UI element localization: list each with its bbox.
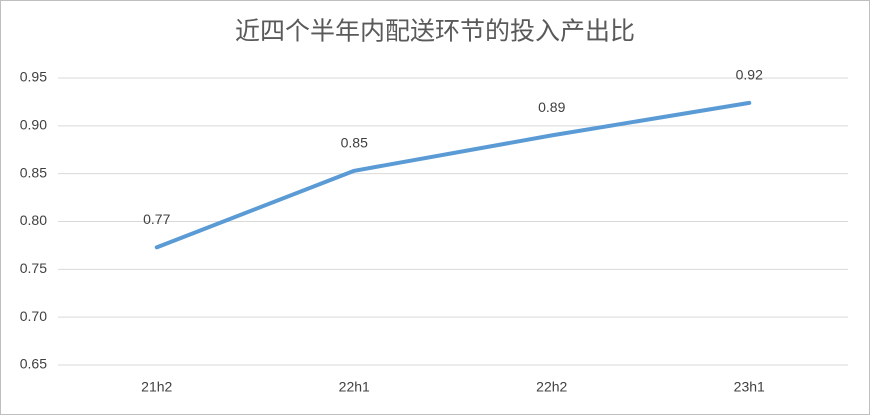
data-label: 0.77 — [143, 211, 170, 227]
chart-title: 近四个半年内配送环节的投入产出比 — [235, 18, 635, 46]
data-label: 0.85 — [341, 134, 368, 150]
x-tick-label: 23h1 — [734, 379, 765, 395]
data-label: 0.89 — [538, 99, 565, 115]
y-tick-label: 0.80 — [20, 212, 47, 228]
y-tick-label: 0.70 — [20, 308, 47, 324]
y-tick-label: 0.90 — [20, 117, 47, 133]
y-tick-label: 0.75 — [20, 260, 47, 276]
y-tick-label: 0.85 — [20, 164, 47, 180]
x-tick-label: 22h2 — [536, 379, 567, 395]
y-tick-label: 0.65 — [20, 356, 47, 372]
data-label: 0.92 — [736, 67, 763, 83]
x-tick-label: 22h1 — [339, 379, 370, 395]
x-tick-label: 21h2 — [141, 379, 172, 395]
series-line — [154, 100, 752, 250]
y-tick-label: 0.95 — [20, 69, 47, 85]
